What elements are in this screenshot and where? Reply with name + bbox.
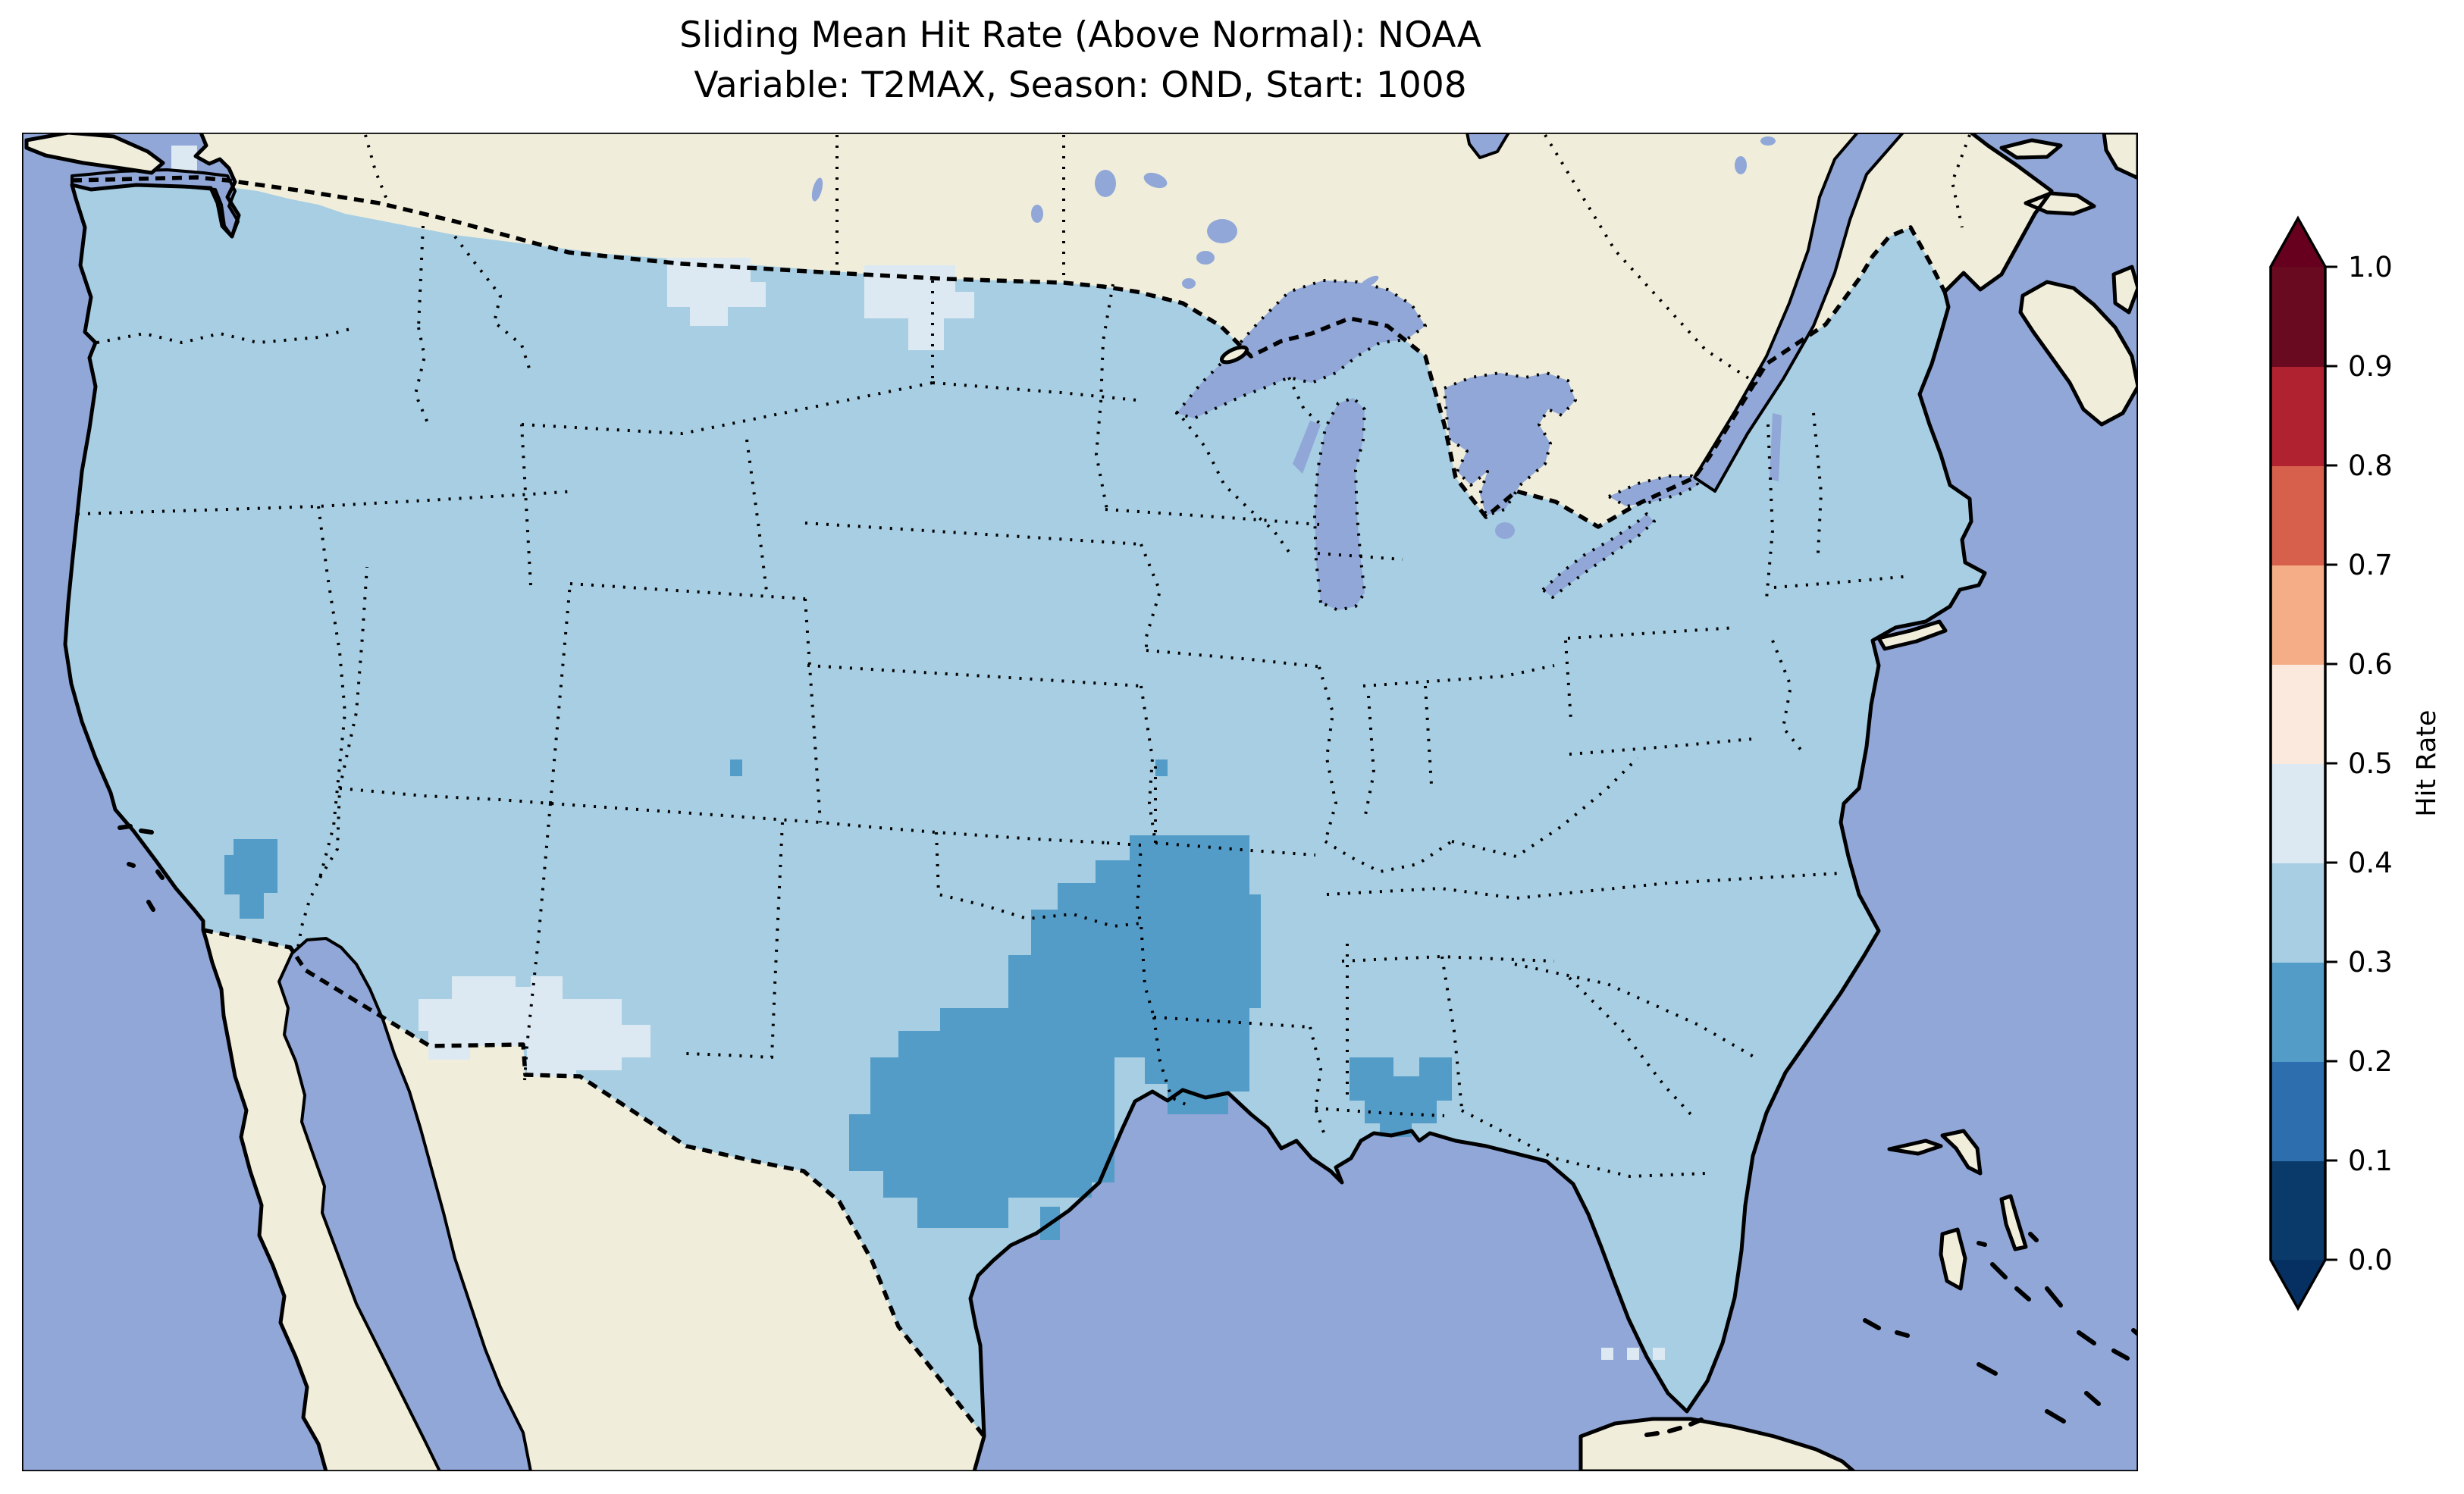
florida-keys <box>1644 1417 1704 1437</box>
bahamas-islands <box>1863 1129 2138 1424</box>
colorbar-tick-label-0.6: 0.6 <box>2348 648 2393 681</box>
colorbar-segment-8 <box>2271 366 2325 466</box>
lake-st-clair <box>1495 522 1515 539</box>
colorbar-tick-label-0.7: 0.7 <box>2348 549 2393 581</box>
colorbar-tick-label-0.5: 0.5 <box>2348 747 2393 780</box>
colorbar-segment-6 <box>2271 565 2325 665</box>
coastlines <box>63 133 2054 1471</box>
colorbar-over-arrow <box>2271 218 2325 267</box>
canada-small-lakes <box>811 136 2008 317</box>
canada-province-borders <box>364 133 1971 387</box>
colorbar-segment-4 <box>2271 763 2325 863</box>
colorbar-segment-0 <box>2271 1160 2325 1261</box>
nova-scotia <box>2018 280 2138 427</box>
newfoundland-corner <box>2102 133 2138 180</box>
chart-title-line2: Variable: T2MAX, Season: OND, Start: 100… <box>694 64 1466 106</box>
chart-title-line1: Sliding Mean Hit Rate (Above Normal): NO… <box>679 14 1481 56</box>
us-hit-rate-field <box>65 176 1985 1436</box>
patch-florida-keys-cell-2 <box>1627 1348 1639 1360</box>
colorbar-tick-label-0.2: 0.2 <box>2348 1045 2393 1078</box>
colorbar-segment-7 <box>2271 465 2325 565</box>
colorbar-tick-label-0.8: 0.8 <box>2348 449 2393 482</box>
long-island-coast <box>1877 620 1947 650</box>
anomaly-southern-california <box>224 839 277 919</box>
gulf-of-california <box>277 937 532 1471</box>
anomaly-texas-oklahoma-arkansas <box>849 835 1261 1228</box>
anomaly-cell-kansas <box>730 760 742 776</box>
anomaly-cell-missouri <box>1155 760 1168 776</box>
patch-florida-keys-cell-1 <box>1601 1348 1613 1360</box>
colorbar-tick-label-0.9: 0.9 <box>2348 350 2393 383</box>
patch-new-mexico-border-strip <box>419 976 650 1076</box>
cape-breton-island <box>2111 265 2138 315</box>
colorbar-tick-label-0.1: 0.1 <box>2348 1145 2393 1177</box>
great-lakes <box>1175 279 1782 612</box>
us-state-borders <box>77 225 1911 1178</box>
cuba <box>1578 1417 1856 1471</box>
vancouver-island <box>24 133 165 175</box>
colorbar-tick-label-0.0: 0.0 <box>2348 1244 2393 1276</box>
anomaly-texas-coast-cell-1 <box>1037 1166 1057 1185</box>
colorbar: 0.0 0.1 0.2 0.3 0.4 0.5 0.6 0.7 0.8 0.9 1.0 <box>2269 215 2393 1311</box>
lake-erie <box>1543 514 1654 597</box>
colorbar-segment-3 <box>2271 863 2325 963</box>
lake-champlain <box>1770 413 1782 481</box>
colorbar-segment-5 <box>2271 664 2325 764</box>
james-bay <box>1466 133 1510 159</box>
lake-shorelines-dotted <box>1175 279 1700 612</box>
patch-florida-keys-cell-3 <box>1653 1348 1665 1360</box>
st-lawrence-river <box>1693 133 1904 493</box>
colorbar-tick-label-1.0: 1.0 <box>2348 251 2393 283</box>
map-plot-area <box>22 133 2138 1471</box>
lake-ontario <box>1609 476 1698 506</box>
lake-huron <box>1444 373 1575 515</box>
us-mexico-border <box>202 928 986 1438</box>
colorbar-under-arrow <box>2271 1260 2325 1308</box>
isle-royale <box>1219 345 1249 365</box>
colorbar-segment-9 <box>2271 267 2325 367</box>
anomaly-gulf-coast-mississippi-alabama <box>1350 1057 1452 1137</box>
colorbar-segment-1 <box>2271 1061 2325 1161</box>
patch-northwest-washington-cell <box>171 146 197 171</box>
patch-montana-light-1 <box>667 258 766 326</box>
colorbar-tick-label-0.4: 0.4 <box>2348 847 2393 879</box>
international-borders <box>71 175 1947 1438</box>
lake-michigan <box>1315 398 1365 610</box>
green-bay <box>1293 421 1321 474</box>
anticosti-island <box>1999 138 2063 160</box>
us-canada-border <box>71 175 1947 529</box>
colorbar-axis-label: Hit Rate <box>2412 709 2442 816</box>
patch-north-dakota-light <box>864 265 974 350</box>
colorbar-segment-2 <box>2271 962 2325 1062</box>
lake-superior <box>1177 280 1425 418</box>
colorbar-tick-label-0.3: 0.3 <box>2348 946 2393 979</box>
